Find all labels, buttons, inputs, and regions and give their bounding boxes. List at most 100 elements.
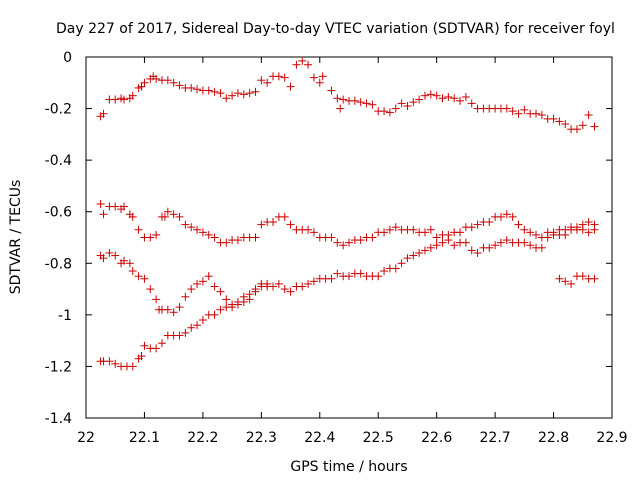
- data-point: [245, 295, 254, 304]
- data-point: [99, 254, 108, 263]
- data-point: [204, 230, 213, 239]
- y-axis-label: SDTVAR / TECUs: [8, 180, 24, 295]
- x-axis-label: GPS time / hours: [290, 459, 407, 475]
- data-point: [134, 272, 143, 281]
- data-point: [339, 95, 348, 104]
- chart-title: Day 227 of 2017, Sidereal Day-to-day VTE…: [56, 21, 615, 37]
- data-point: [339, 241, 348, 250]
- data-point: [274, 279, 283, 288]
- data-point: [467, 99, 476, 108]
- data-point: [432, 241, 441, 250]
- data-point: [233, 300, 242, 309]
- x-tick-label: 22.1: [129, 430, 160, 446]
- data-point: [397, 99, 406, 108]
- data-point: [327, 274, 336, 283]
- data-point: [175, 303, 184, 312]
- data-point: [216, 305, 225, 314]
- data-point: [333, 238, 342, 247]
- data-points: [96, 56, 599, 371]
- data-point: [119, 256, 128, 265]
- data-point: [210, 233, 219, 242]
- data-point: [210, 87, 219, 96]
- data-point: [526, 241, 535, 250]
- data-point: [128, 212, 137, 221]
- data-point: [298, 282, 307, 291]
- data-point: [263, 78, 272, 87]
- x-axis: 22 22.1 22.2 22.3 22.4 22.5 22.6 22.7 22.8 22.9: [77, 57, 628, 446]
- data-point: [198, 228, 207, 237]
- data-point: [578, 121, 587, 130]
- data-point: [304, 279, 313, 288]
- x-tick-label: 22.5: [363, 430, 394, 446]
- x-tick-label: 22.4: [304, 430, 335, 446]
- data-point: [304, 225, 313, 234]
- data-point: [257, 76, 266, 85]
- data-point: [163, 207, 172, 216]
- data-point: [169, 210, 178, 219]
- data-point: [450, 94, 459, 103]
- data-point: [193, 225, 202, 234]
- data-point: [309, 73, 318, 82]
- data-point: [514, 109, 523, 118]
- data-point: [169, 308, 178, 317]
- data-point: [432, 91, 441, 100]
- data-point: [485, 218, 494, 227]
- data-point: [251, 287, 260, 296]
- data-point: [134, 225, 143, 234]
- data-point: [403, 101, 412, 110]
- data-point: [128, 267, 137, 276]
- data-point: [125, 259, 134, 268]
- data-point: [590, 122, 599, 131]
- data-point: [537, 111, 546, 120]
- data-point: [210, 310, 219, 319]
- data-point: [467, 246, 476, 255]
- data-point: [356, 269, 365, 278]
- data-point: [327, 233, 336, 242]
- data-point: [584, 218, 593, 227]
- data-point: [391, 223, 400, 232]
- data-point: [245, 89, 254, 98]
- data-point: [119, 202, 128, 211]
- x-tick-label: 22.8: [538, 430, 569, 446]
- data-point: [233, 236, 242, 245]
- data-point: [204, 86, 213, 95]
- data-point: [572, 125, 581, 134]
- data-point: [561, 230, 570, 239]
- data-point: [473, 220, 482, 229]
- data-point: [187, 223, 196, 232]
- data-point: [549, 114, 558, 123]
- data-point: [508, 107, 517, 116]
- data-point: [146, 285, 155, 294]
- data-point: [380, 267, 389, 276]
- x-tick-label: 22.9: [596, 430, 627, 446]
- data-point: [304, 60, 313, 69]
- data-point: [526, 228, 535, 237]
- data-point: [152, 344, 161, 353]
- data-point: [333, 269, 342, 278]
- data-point: [362, 99, 371, 108]
- data-point: [380, 228, 389, 237]
- data-point: [368, 100, 377, 109]
- data-point: [555, 274, 564, 283]
- data-point: [496, 212, 505, 221]
- data-point: [391, 104, 400, 113]
- data-point: [269, 218, 278, 227]
- data-point: [420, 228, 429, 237]
- data-point: [137, 352, 146, 361]
- data-point: [193, 321, 202, 330]
- data-point: [105, 248, 114, 257]
- data-point: [584, 228, 593, 237]
- data-point: [222, 295, 231, 304]
- data-point: [140, 341, 149, 350]
- data-point: [269, 282, 278, 291]
- data-point: [345, 272, 353, 281]
- data-point: [298, 56, 307, 65]
- data-point: [163, 305, 172, 314]
- data-point: [157, 339, 166, 348]
- y-axis: 0 -0.2 -0.4 -0.6 -0.8 -1 -1.2 -1.4: [45, 50, 612, 427]
- data-point: [374, 272, 383, 281]
- data-point: [187, 323, 196, 332]
- data-point: [163, 76, 172, 85]
- data-point: [336, 104, 345, 113]
- data-point: [485, 243, 494, 252]
